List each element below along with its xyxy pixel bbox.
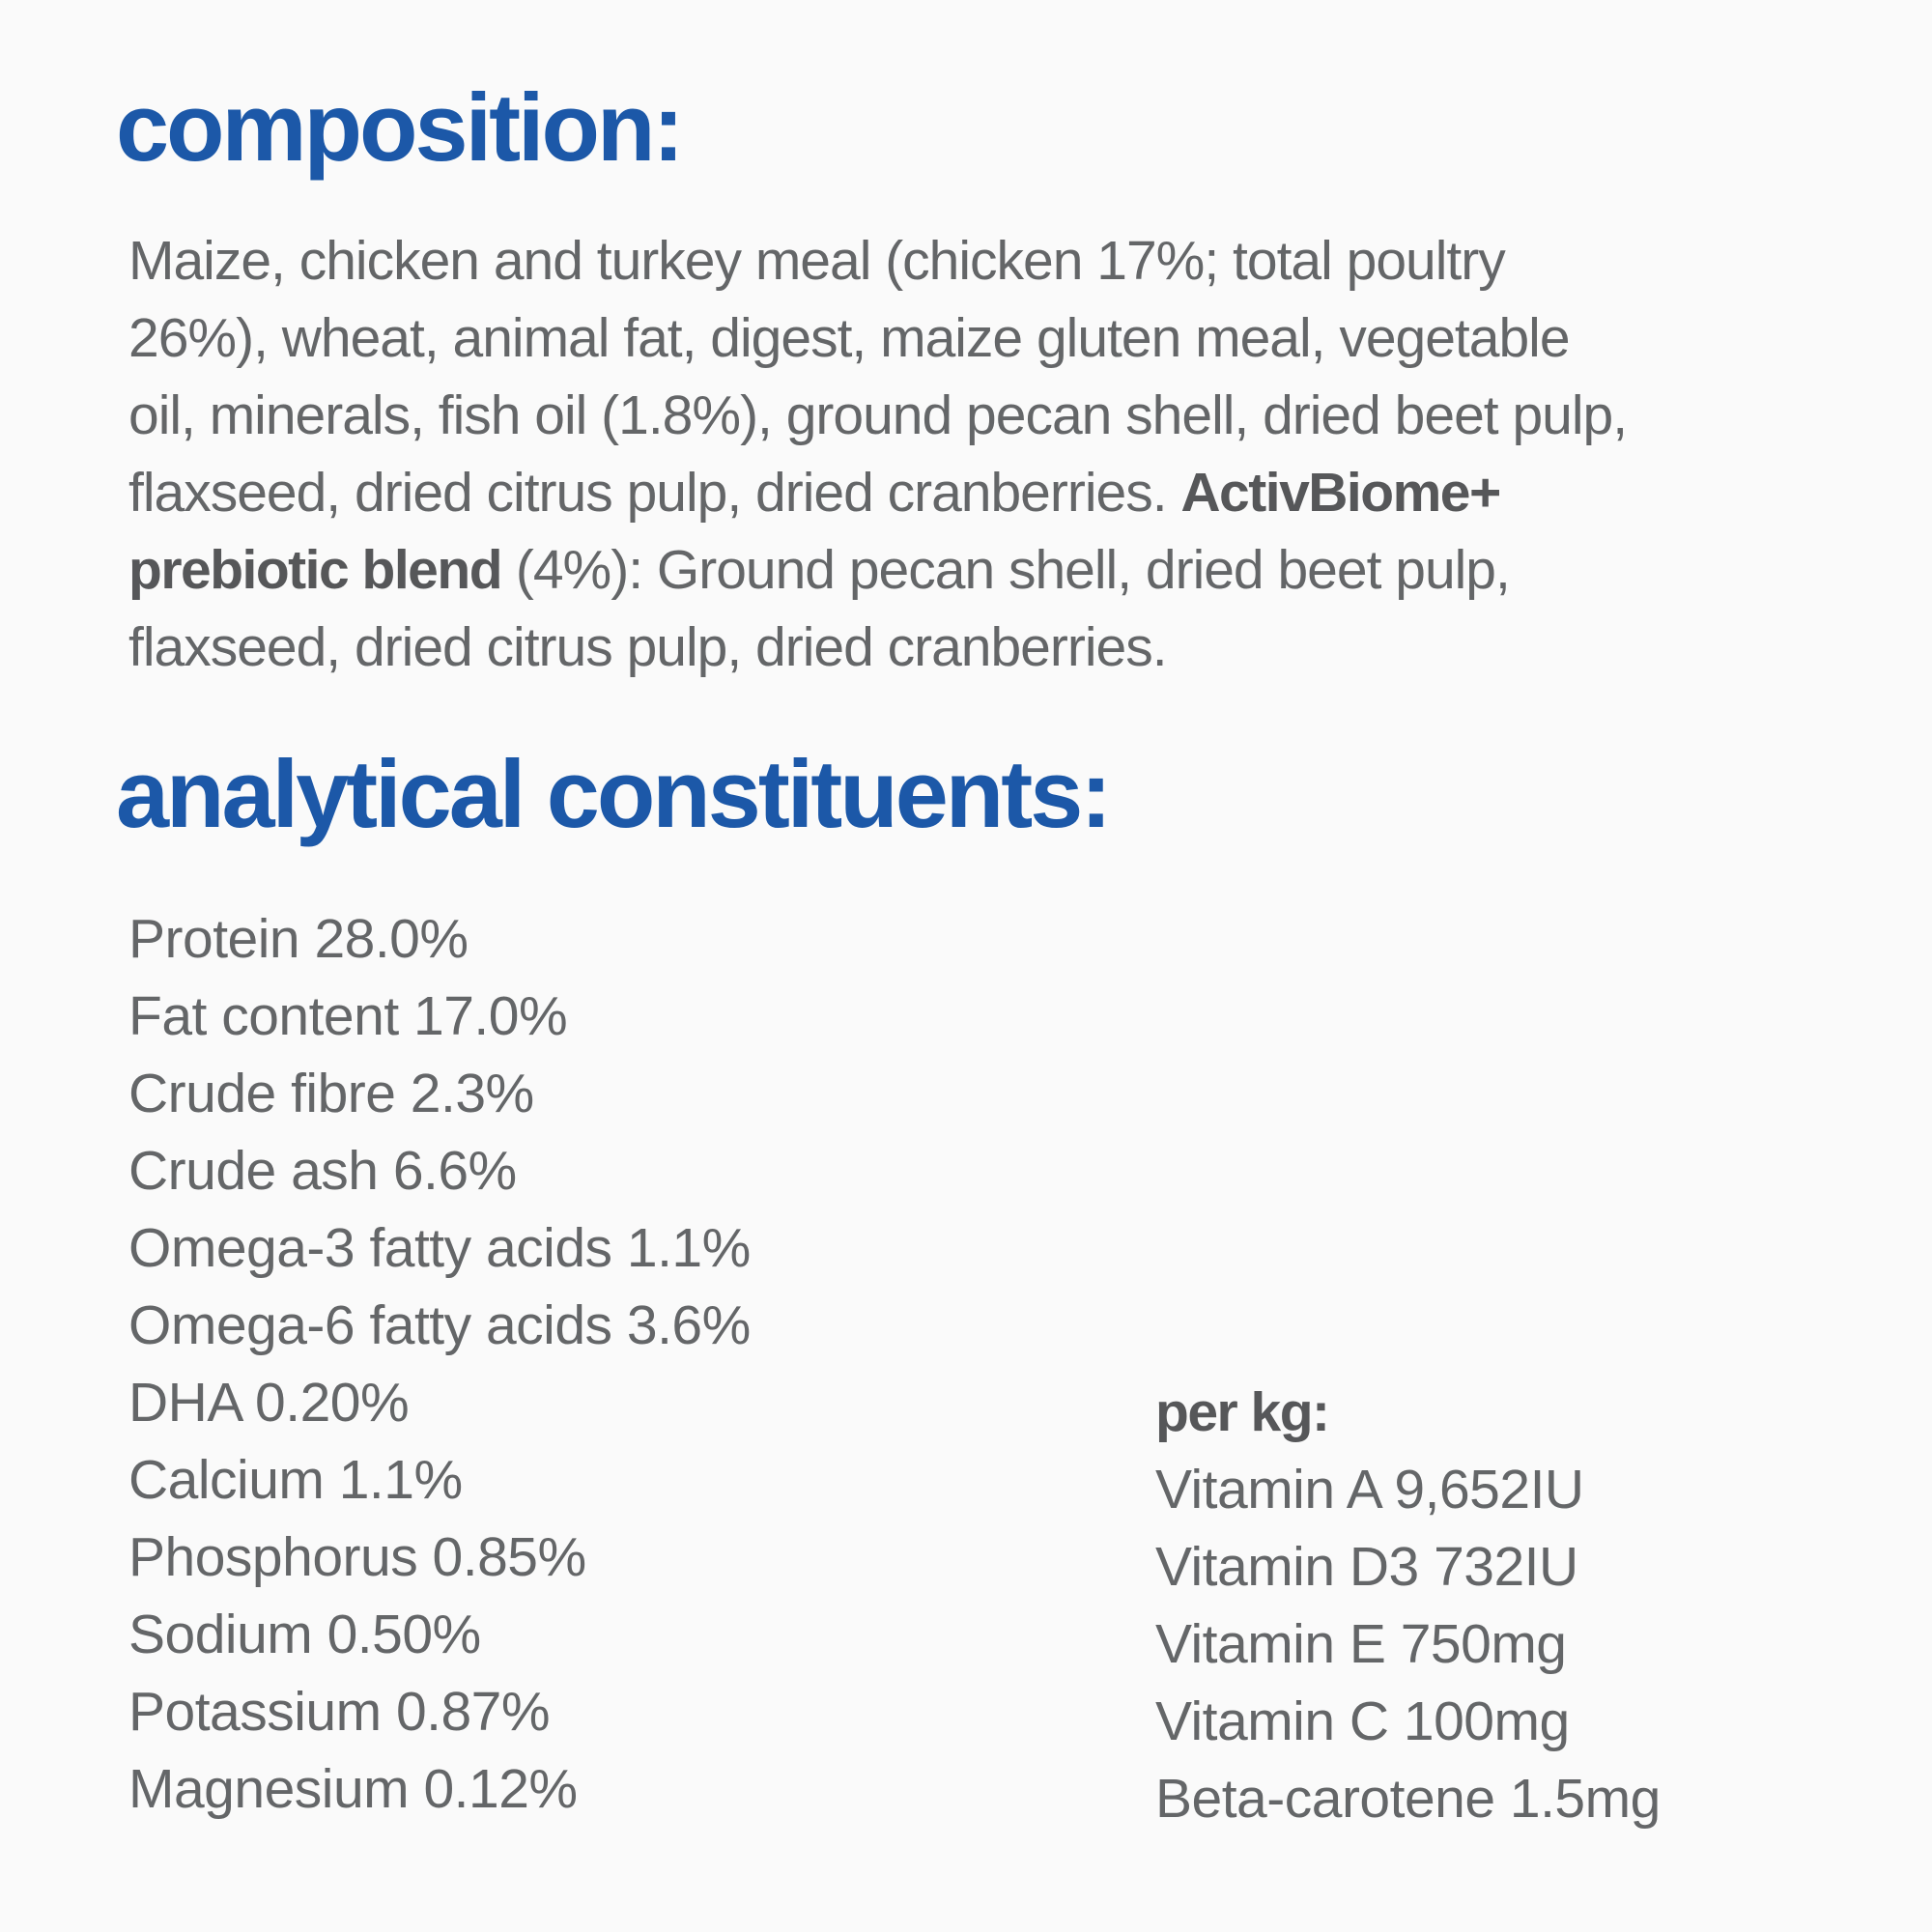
nutrient-item-potassium: Potassium 0.87% bbox=[128, 1681, 551, 1743]
nutrient-item-omega3: Omega-3 fatty acids 1.1% bbox=[128, 1217, 751, 1279]
composition-line: prebiotic blend (4%): Ground pecan shell… bbox=[128, 531, 1627, 609]
composition-line: Maize, chicken and turkey meal (chicken … bbox=[128, 222, 1627, 299]
composition-line: oil, minerals, fish oil (1.8%), ground p… bbox=[128, 377, 1628, 454]
nutrient-item-sodium: Sodium 0.50% bbox=[128, 1604, 481, 1665]
nutrient-item-protein: Protein 28.0% bbox=[128, 908, 469, 970]
analytical-constituents-heading: analytical constituents: bbox=[116, 740, 1112, 847]
nutrient-item-omega6: Omega-6 fatty acids 3.6% bbox=[128, 1294, 751, 1356]
activbiome-brand-text: ActivBiome+ bbox=[1180, 462, 1501, 524]
nutrient-item-calcium: Calcium 1.1% bbox=[128, 1449, 463, 1511]
vitamin-item-beta-carotene: Beta-carotene 1.5mg bbox=[1155, 1768, 1661, 1830]
nutrient-item-fat: Fat content 17.0% bbox=[128, 985, 568, 1047]
per-kg-label: per kg: bbox=[1155, 1381, 1330, 1443]
vitamin-item-d3: Vitamin D3 732IU bbox=[1155, 1536, 1578, 1598]
vitamin-item-e: Vitamin E 750mg bbox=[1155, 1613, 1567, 1675]
composition-line-text: flaxseed, dried citrus pulp, dried cranb… bbox=[128, 462, 1181, 524]
nutrient-item-dha: DHA 0.20% bbox=[128, 1372, 410, 1434]
composition-line-text: Maize, chicken and turkey meal (chicken … bbox=[128, 230, 1506, 292]
composition-line: 26%), wheat, animal fat, digest, maize g… bbox=[128, 299, 1627, 377]
composition-line-text: flaxseed, dried citrus pulp, dried cranb… bbox=[128, 616, 1168, 678]
per-kg-block: per kg: Vitamin A 9,652IU Vitamin D3 732… bbox=[1155, 1374, 1661, 1837]
composition-text: Maize, chicken and turkey meal (chicken … bbox=[128, 222, 1628, 686]
composition-line-text: oil, minerals, fish oil (1.8%), ground p… bbox=[128, 384, 1628, 446]
prebiotic-blend-bold-text: prebiotic blend bbox=[128, 539, 503, 601]
nutrient-item-ash: Crude ash 6.6% bbox=[128, 1140, 517, 1202]
composition-heading: composition: bbox=[116, 73, 684, 181]
composition-line-text: (4%): Ground pecan shell, dried beet pul… bbox=[501, 539, 1511, 601]
composition-line-text: 26%), wheat, animal fat, digest, maize g… bbox=[128, 307, 1571, 369]
vitamin-item-c: Vitamin C 100mg bbox=[1155, 1690, 1570, 1752]
nutrient-item-magnesium: Magnesium 0.12% bbox=[128, 1758, 578, 1820]
composition-line: flaxseed, dried citrus pulp, dried cranb… bbox=[128, 454, 1627, 531]
composition-line: flaxseed, dried citrus pulp, dried cranb… bbox=[128, 609, 1627, 686]
nutrient-item-fibre: Crude fibre 2.3% bbox=[128, 1063, 534, 1124]
vitamin-item-a: Vitamin A 9,652IU bbox=[1155, 1459, 1584, 1520]
nutrient-item-phosphorus: Phosphorus 0.85% bbox=[128, 1526, 586, 1588]
analytical-constituents-list: Protein 28.0% Fat content 17.0% Crude fi… bbox=[128, 900, 751, 1828]
